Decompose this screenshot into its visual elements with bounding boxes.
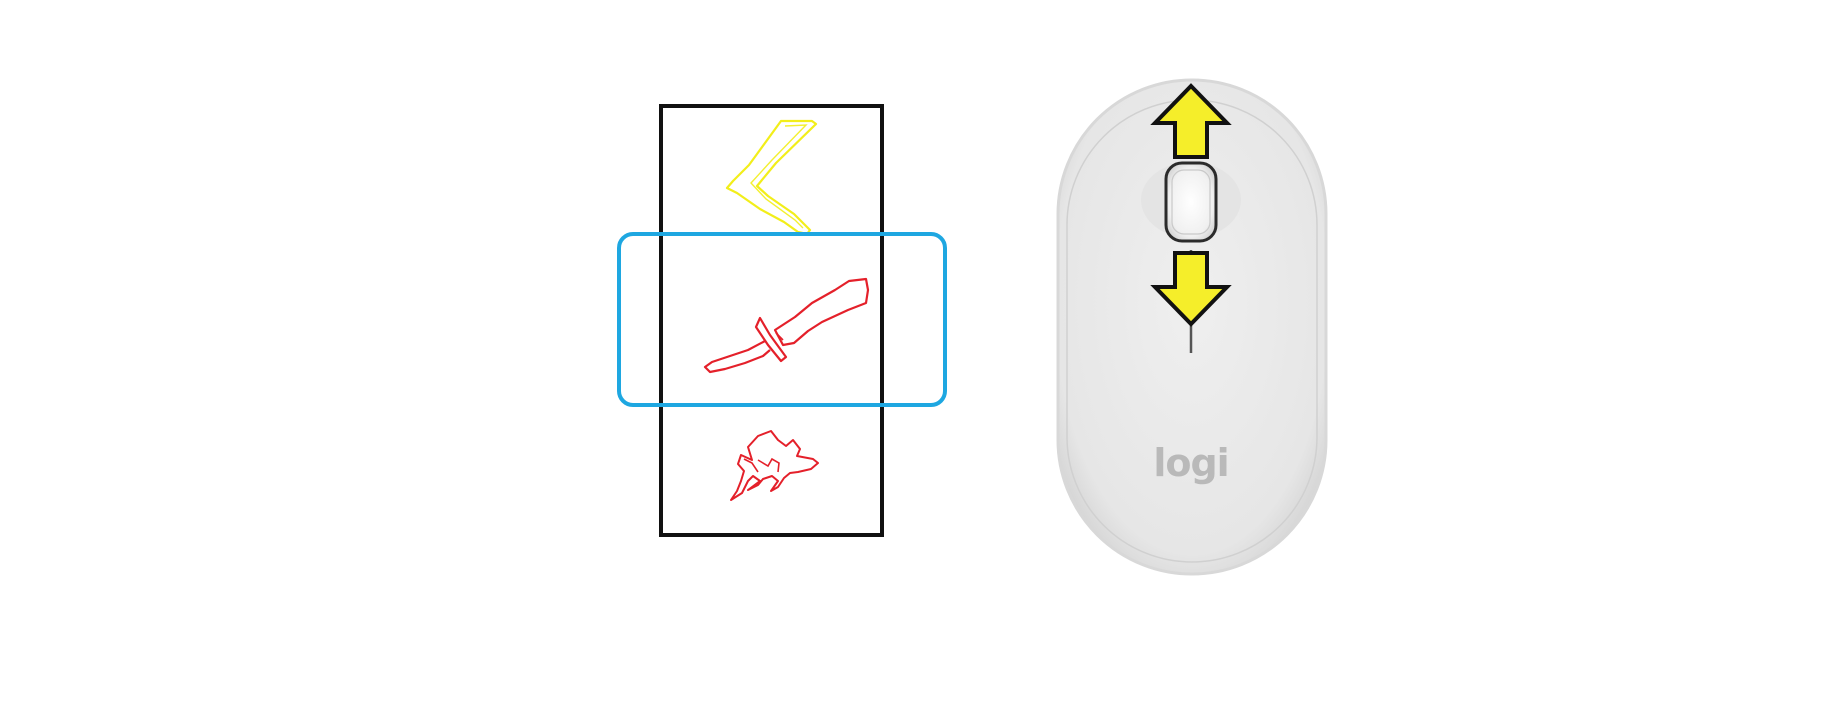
arrow-up-icon: [1150, 83, 1232, 159]
mouse: logi: [1056, 78, 1328, 576]
arrow-down-icon: [1150, 251, 1232, 327]
selector-frame: [659, 104, 884, 537]
hand-icon: [730, 430, 819, 501]
weapon-selector: [617, 104, 947, 537]
scroll-wheel[interactable]: [1141, 161, 1241, 243]
knife-icon: [703, 277, 870, 374]
selection-highlight: [617, 232, 947, 407]
brand-logo: logi: [1153, 441, 1228, 485]
scroll-wheel-knob[interactable]: [1164, 161, 1218, 243]
